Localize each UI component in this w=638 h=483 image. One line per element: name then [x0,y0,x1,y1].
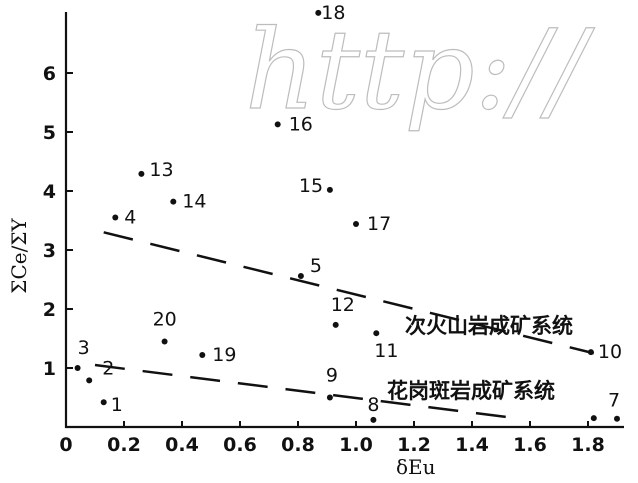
data-point [297,272,304,279]
x-tick-label: 1.6 [513,434,547,456]
data-point [373,330,380,337]
data-point [74,365,81,371]
y-tick-label: 4 [43,181,56,203]
point-label: 17 [367,213,391,235]
data-point [315,9,322,16]
x-axis-title: δEu [396,455,436,479]
trend-line-2 [94,363,516,420]
x-tick-label: 0.4 [165,434,199,456]
trend-line-1 [103,231,595,355]
y-axis-title: ΣCe/ΣY [7,218,31,294]
point-label: 15 [299,175,323,197]
data-point [353,221,359,228]
point-label: 8 [367,394,379,416]
data-point [112,214,119,221]
data-point [326,186,333,193]
point-label: 16 [289,113,313,135]
data-point [199,352,206,359]
x-axis-ticks: 0 0.2 0.4 0.6 0.8 1.0 1.2 1.4 1.6 1.8 [59,421,605,456]
data-point [332,321,339,328]
point-label: 11 [374,340,398,362]
data-point [590,415,597,422]
point-label: 9 [326,365,338,387]
y-tick-label: 1 [43,358,56,380]
watermark: http:// [245,6,595,134]
data-point [161,338,168,345]
x-tick-label: 0 [59,434,72,456]
x-tick-label: 1.8 [571,434,605,456]
data-point [138,170,145,177]
data-point [100,399,107,406]
trend-lines [94,231,595,420]
annotation-granite-porphyry-system: 花岗斑岩成矿系统 [387,379,555,403]
point-label: 14 [182,191,206,213]
point-label: 1 [111,394,123,416]
annotations: 次火山岩成矿系统 花岗斑岩成矿系统 [387,314,573,403]
x-tick-label: 1.4 [455,434,489,456]
point-label: 4 [124,207,136,229]
point-label: 5 [310,255,322,277]
x-tick-label: 0.6 [223,434,257,456]
point-label: 20 [153,308,177,330]
point-label: 18 [321,2,345,24]
y-tick-label: 3 [43,240,56,262]
x-tick-label: 1.0 [339,434,373,456]
point-label: 12 [331,294,355,316]
data-point [587,349,594,356]
point-label: 7 [608,390,620,412]
point-label: 13 [149,159,173,181]
data-point [614,415,620,422]
data-point [370,416,377,423]
data-point [170,198,177,205]
point-label: 2 [102,357,114,379]
x-tick-label: 1.2 [397,434,431,456]
chart-axes [64,12,624,429]
x-tick-label: 0.2 [107,434,141,456]
data-point [86,377,93,384]
y-tick-label: 2 [43,299,56,321]
x-tick-label: 0.8 [281,434,315,456]
y-tick-label: 5 [43,122,56,144]
annotation-subvolcanic-system: 次火山岩成矿系统 [405,314,573,338]
y-axis-ticks: 1 2 3 4 5 6 [43,63,73,380]
y-tick-label: 6 [43,63,56,85]
data-point [326,394,333,401]
point-label: 3 [78,337,90,359]
point-label: 10 [598,341,622,363]
data-point [274,121,281,128]
point-label: 19 [212,344,236,366]
